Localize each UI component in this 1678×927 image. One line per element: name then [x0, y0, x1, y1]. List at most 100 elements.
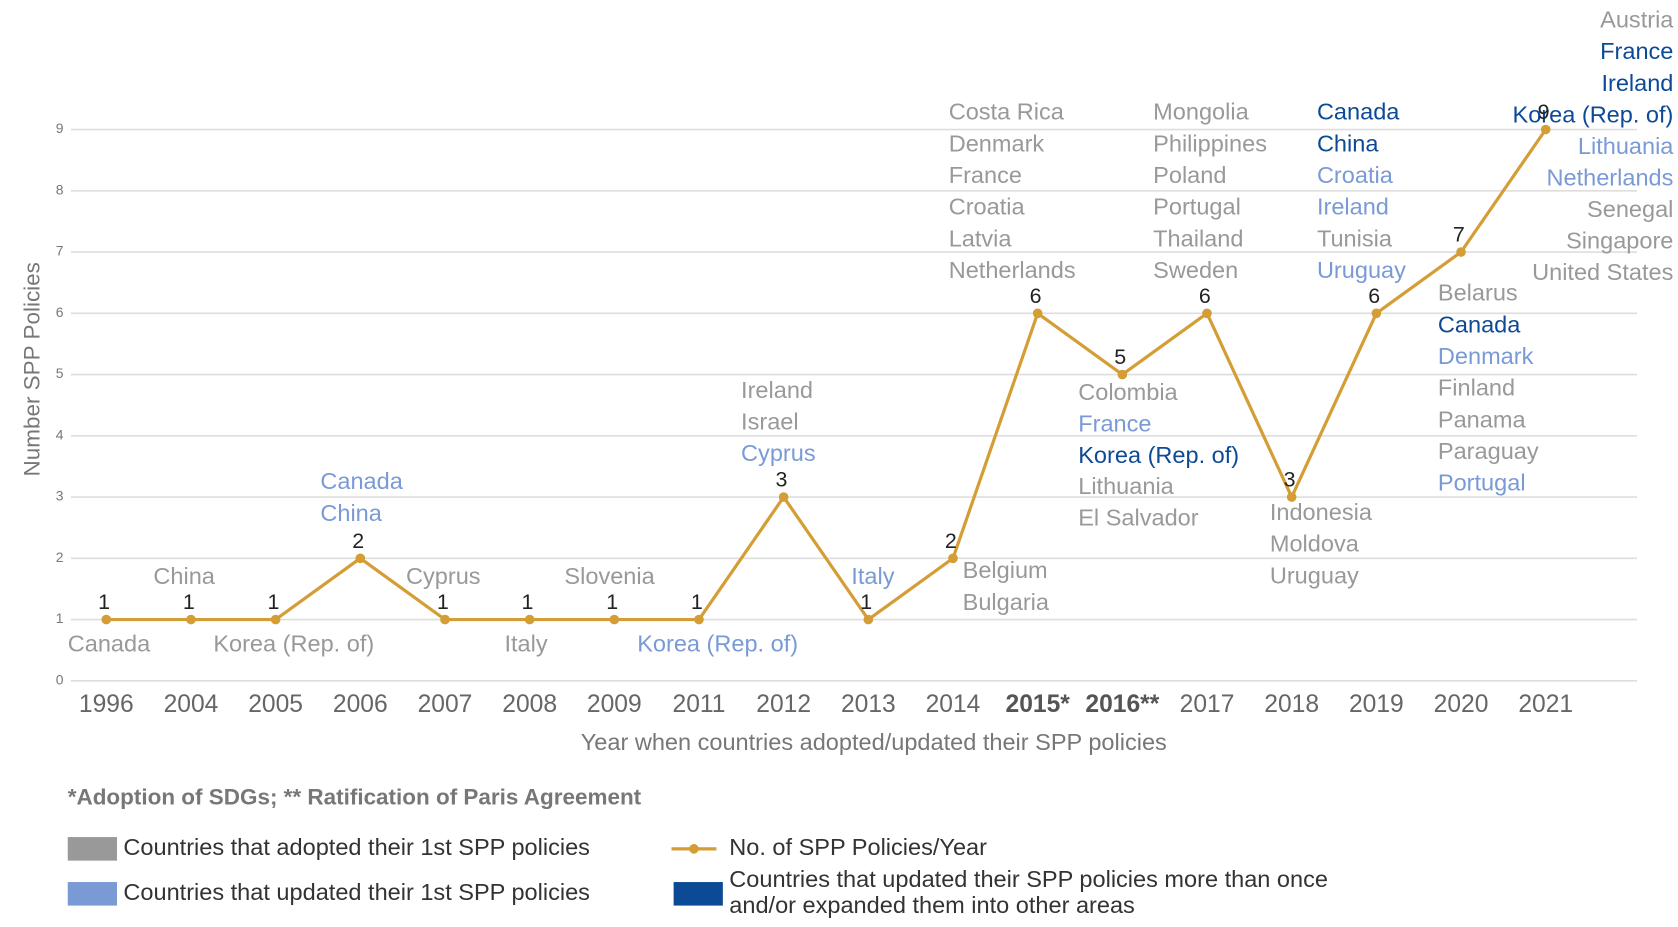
country-label: Colombia	[1078, 379, 1178, 405]
x-tick-label: 2016**	[1085, 691, 1159, 718]
y-tick-label: 7	[56, 243, 64, 259]
y-tick-label: 5	[56, 365, 64, 381]
y-tick-label: 9	[56, 120, 64, 136]
point	[1371, 308, 1382, 319]
country-label: Belarus	[1438, 280, 1518, 306]
country-label: Netherlands	[949, 257, 1076, 283]
x-tick-label: 2009	[587, 691, 642, 718]
point	[101, 614, 112, 625]
value-label: 9	[1538, 100, 1550, 124]
country-label: Cyprus	[741, 440, 816, 466]
country-label: Italy	[851, 563, 894, 589]
legend-label: Countries that adopted their 1st SPP pol…	[123, 834, 590, 860]
point	[1540, 124, 1551, 135]
point	[524, 614, 535, 625]
x-tick-label: 2013	[841, 691, 896, 718]
country-label: Uruguay	[1270, 562, 1359, 588]
point	[1286, 492, 1297, 502]
country-label: Ireland	[1601, 70, 1673, 96]
country-label: China	[320, 500, 382, 526]
country-label: United States	[1532, 259, 1673, 285]
country-label: Canada	[1317, 99, 1400, 125]
legend-swatch	[67, 837, 117, 861]
country-label: Canada	[320, 468, 403, 494]
country-label: Lithuania	[1578, 133, 1674, 159]
point	[694, 614, 704, 625]
x-tick-label: 2004	[164, 691, 219, 718]
country-label: Mongolia	[1153, 99, 1249, 125]
country-label: Canada	[1438, 311, 1521, 337]
x-tick-label: 2011	[673, 691, 726, 718]
legend-label: No. of SPP Policies/Year	[729, 834, 987, 860]
y-tick-label: 3	[56, 488, 64, 504]
point	[863, 614, 874, 625]
value-label: 1	[268, 590, 280, 614]
value-label: 1	[183, 590, 195, 614]
country-label: Thailand	[1153, 225, 1243, 251]
country-label: France	[1078, 411, 1151, 437]
country-label: Singapore	[1566, 228, 1673, 254]
x-tick-label: 2018	[1264, 691, 1319, 718]
x-tick-label: 2008	[502, 691, 557, 718]
country-label: Denmark	[949, 130, 1045, 156]
legend-swatch	[673, 882, 723, 906]
value-label: 1	[691, 590, 703, 614]
country-label: Moldova	[1270, 531, 1360, 557]
value-label: 5	[1114, 345, 1126, 369]
y-tick-label: 1	[56, 610, 64, 626]
value-label: 3	[776, 468, 788, 492]
country-label: Indonesia	[1270, 499, 1373, 525]
country-label: Philippines	[1153, 130, 1267, 156]
y-tick-label: 8	[56, 181, 64, 197]
point	[440, 614, 450, 625]
country-label: Korea (Rep. of)	[1078, 442, 1239, 468]
value-label: 6	[1368, 284, 1380, 308]
point	[355, 553, 366, 564]
point	[1456, 247, 1466, 257]
y-tick-label: 2	[56, 549, 64, 565]
value-label: 3	[1284, 468, 1296, 492]
country-label: Korea (Rep. of)	[637, 631, 798, 657]
point	[778, 492, 789, 502]
value-label: 1	[606, 590, 618, 614]
point	[948, 553, 958, 564]
x-tick-label: 2005	[248, 691, 303, 718]
country-label: Portugal	[1153, 194, 1241, 220]
x-tick-label: 2012	[756, 691, 811, 718]
x-tick-label: 2017	[1180, 691, 1235, 718]
value-label: 1	[522, 590, 534, 614]
x-tick-label: 2020	[1434, 691, 1489, 718]
country-label: Portugal	[1438, 470, 1526, 496]
point	[609, 614, 620, 625]
country-label: Belgium	[963, 557, 1048, 583]
country-label: Canada	[68, 631, 151, 657]
country-label: Ireland	[741, 377, 813, 403]
y-tick-label: 0	[56, 671, 64, 687]
point	[1032, 308, 1043, 319]
country-label: Finland	[1438, 375, 1515, 401]
x-tick-label: 2007	[418, 691, 473, 718]
country-label: Cyprus	[406, 563, 481, 589]
point	[270, 614, 281, 625]
country-label: Austria	[1600, 7, 1674, 33]
legend-label: Countries that updated their 1st SPP pol…	[123, 879, 590, 905]
country-label: Korea (Rep. of)	[213, 631, 374, 657]
x-tick-label: 1996	[79, 691, 134, 718]
country-label: France	[1600, 38, 1673, 64]
country-label: Croatia	[949, 194, 1026, 220]
value-label: 1	[860, 590, 872, 614]
x-tick-label: 2015*	[1006, 691, 1071, 718]
x-tick-label: 2021	[1518, 691, 1573, 718]
legend-label: Countries that updated their SPP policie…	[729, 866, 1328, 892]
y-axis-label: Number SPP Policies	[19, 262, 44, 476]
value-label: 1	[98, 590, 110, 614]
country-label: Netherlands	[1547, 165, 1674, 191]
value-label: 2	[945, 529, 957, 553]
country-label: El Salvador	[1078, 505, 1198, 531]
value-label: 2	[352, 529, 364, 553]
line	[106, 128, 1548, 622]
country-label: Tunisia	[1317, 225, 1393, 251]
country-label: Israel	[741, 409, 799, 435]
x-tick-label: 2014	[926, 691, 981, 718]
